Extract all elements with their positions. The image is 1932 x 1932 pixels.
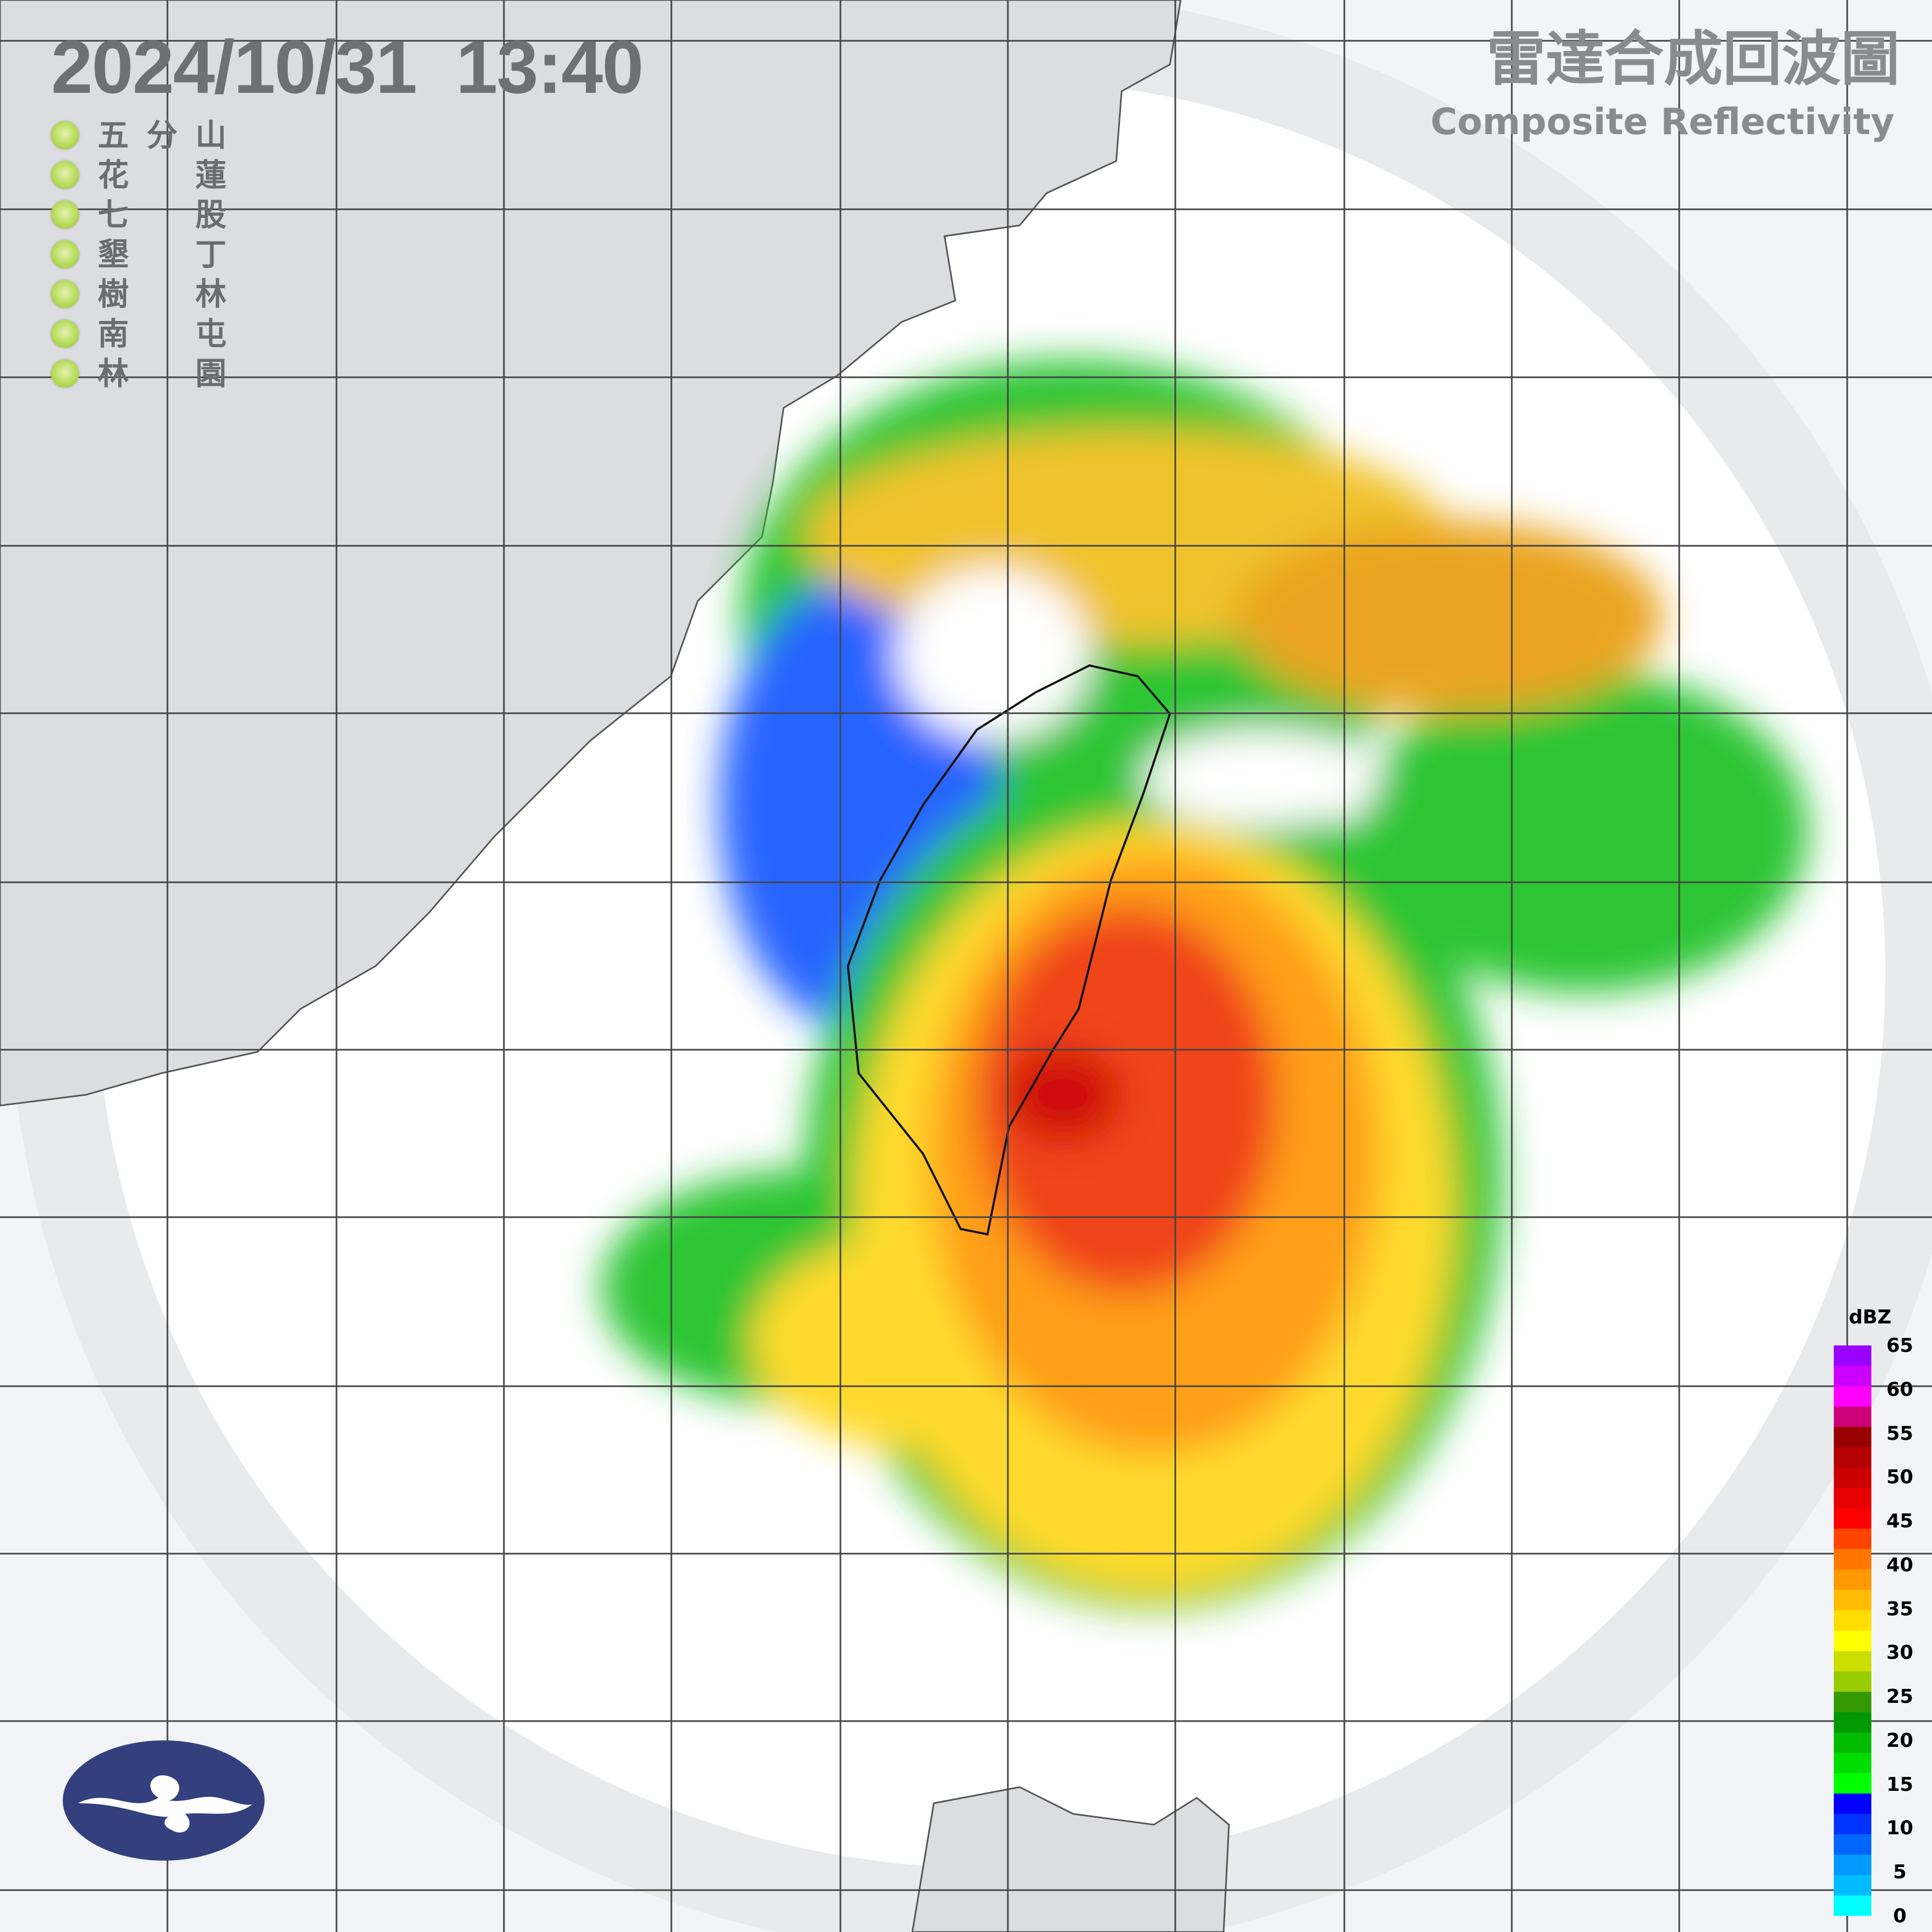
station-name: 樹林 — [98, 275, 226, 313]
logo-icon — [63, 1740, 265, 1861]
colorbar-tick-label: 45 — [1886, 1510, 1914, 1533]
timestamp: 2024/10/31 13:40 — [51, 25, 644, 109]
station-status-icon — [51, 320, 79, 348]
colorbar-tick-label: 35 — [1886, 1598, 1914, 1620]
station-name-char: 丁 — [195, 236, 226, 273]
station-item: 南屯 — [51, 314, 226, 354]
colorbar-tick-label: 55 — [1886, 1422, 1914, 1445]
station-status-icon — [51, 201, 79, 229]
colorbar-tick-label: 50 — [1886, 1466, 1914, 1489]
station-name-char: 墾 — [98, 236, 129, 273]
station-name-char: 七 — [98, 196, 129, 233]
colorbar-tick-label: 60 — [1886, 1378, 1914, 1401]
station-name-char: 屯 — [195, 316, 226, 352]
station-list: 五分山花蓮七股墾丁樹林南屯林園 — [51, 115, 226, 393]
station-status-icon — [51, 161, 79, 189]
station-name-char: 園 — [195, 355, 226, 392]
station-name: 七股 — [98, 196, 226, 233]
station-name-char: 股 — [195, 196, 226, 233]
station-name-char: 林 — [195, 276, 226, 312]
station-name-char: 分 — [146, 117, 178, 153]
station-name: 墾丁 — [98, 236, 226, 273]
station-status-icon — [51, 121, 79, 149]
title-chinese: 雷達合成回波圖 — [1487, 25, 1900, 93]
colorbar-tick-label: 25 — [1886, 1686, 1914, 1708]
colorbar-tick-label: 65 — [1886, 1335, 1914, 1357]
colorbar — [1834, 1345, 1871, 1916]
radar-echoes — [601, 360, 1809, 1610]
station-name-char: 樹 — [98, 276, 129, 312]
station-item: 花蓮 — [51, 155, 226, 195]
cwa-logo — [62, 1739, 266, 1864]
colorbar-tick-label: 20 — [1886, 1729, 1914, 1752]
colorbar-tick-label: 0 — [1893, 1905, 1907, 1927]
station-name-char: 蓮 — [195, 157, 226, 193]
colorbar-unit: dBZ — [1849, 1306, 1892, 1328]
station-name-char: 林 — [98, 355, 129, 392]
station-status-icon — [51, 360, 79, 387]
station-item: 樹林 — [51, 274, 226, 314]
colorbar-tick-label: 40 — [1886, 1554, 1914, 1576]
station-name: 林園 — [98, 355, 226, 392]
colorbar-tick-label: 10 — [1886, 1817, 1914, 1840]
taiwan-outline — [846, 664, 1172, 1236]
station-name-char: 南 — [98, 316, 129, 352]
station-name-char: 五 — [98, 117, 129, 153]
station-name: 花蓮 — [98, 156, 226, 194]
station-item: 墾丁 — [51, 235, 226, 274]
station-item: 林園 — [51, 354, 226, 393]
station-item: 五分山 — [51, 115, 226, 155]
colorbar-tick-label: 30 — [1886, 1642, 1914, 1664]
title-english: Composite Reflectivity — [1430, 101, 1894, 143]
station-item: 七股 — [51, 195, 226, 235]
land-philippines — [911, 1786, 1230, 1932]
station-name: 五分山 — [98, 116, 226, 154]
station-name: 南屯 — [98, 315, 226, 353]
station-status-icon — [51, 240, 79, 268]
colorbar-tick-label: 5 — [1893, 1861, 1907, 1884]
station-name-char: 山 — [195, 117, 226, 153]
colorbar-tick-label: 15 — [1886, 1773, 1914, 1796]
station-name-char: 花 — [98, 157, 129, 193]
station-status-icon — [51, 280, 79, 308]
